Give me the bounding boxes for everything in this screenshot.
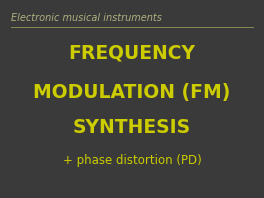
Text: MODULATION (FM): MODULATION (FM) xyxy=(33,83,231,102)
Text: SYNTHESIS: SYNTHESIS xyxy=(73,118,191,137)
Text: Electronic musical instruments: Electronic musical instruments xyxy=(11,13,161,23)
Text: FREQUENCY: FREQUENCY xyxy=(68,44,196,63)
Text: + phase distortion (PD): + phase distortion (PD) xyxy=(63,154,201,167)
